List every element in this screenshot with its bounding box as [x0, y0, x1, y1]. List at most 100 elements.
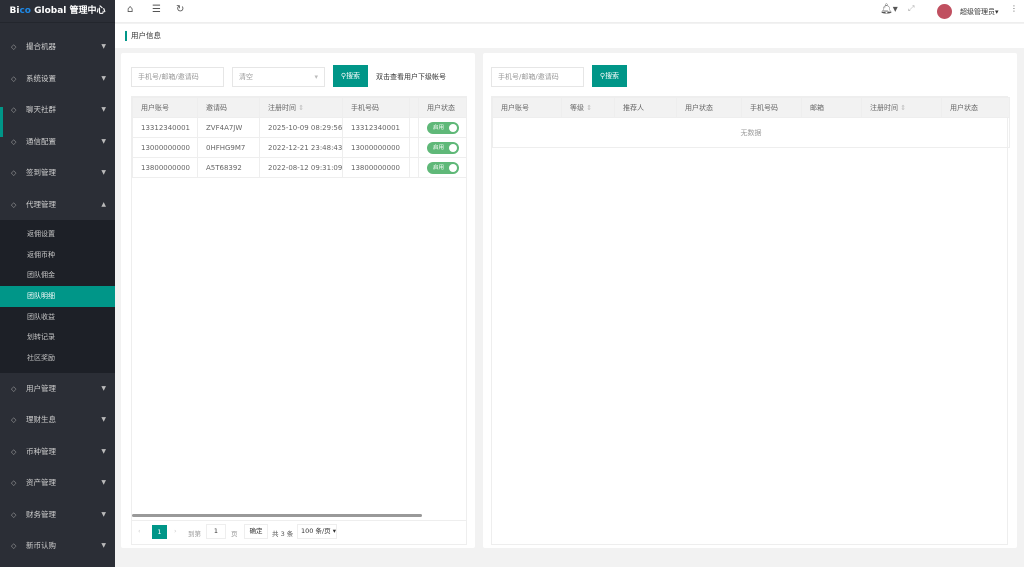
- chevron-up-icon: ▲: [101, 200, 106, 208]
- phone-icon: ◇: [11, 137, 17, 146]
- empty-message: 无数据: [492, 117, 1010, 148]
- sidebar-item-3[interactable]: ◇ 资产管理 ▼: [0, 467, 115, 499]
- sidebar-item-1[interactable]: ◇ 理财生息 ▼: [0, 404, 115, 436]
- chat-icon: ◇: [11, 106, 17, 114]
- column-header[interactable]: [409, 97, 419, 118]
- column-header-label: 用户账号: [141, 103, 169, 112]
- left-table: 用户账号 邀请码 注册时间 ⇕ 手机号码 用户状态 13312340001 ZVF4A7JW…: [131, 96, 467, 521]
- status-toggle[interactable]: 启用: [427, 161, 459, 174]
- page-1[interactable]: 1: [152, 525, 167, 539]
- column-header[interactable]: 用户状态: [418, 97, 466, 118]
- submenu-item[interactable]: 团队佣金: [27, 271, 55, 280]
- column-header[interactable]: 用户账号: [492, 97, 562, 118]
- sort-icon[interactable]: ⇕: [296, 103, 305, 112]
- column-header[interactable]: 用户状态: [676, 97, 742, 118]
- sidebar-item-4[interactable]: ◇ 财务管理 ▼: [0, 499, 115, 531]
- column-header-label: 用户账号: [501, 103, 529, 112]
- table-cell: 2025-10-09 08:29:56: [259, 117, 343, 138]
- asset-icon: ◇: [11, 479, 17, 488]
- column-header[interactable]: 推荐人: [614, 97, 677, 118]
- submenu-item[interactable]: 返佣设置: [27, 230, 55, 238]
- column-header-label: 用户状态: [685, 103, 713, 112]
- sidebar-item-label: 签到管理: [26, 168, 56, 177]
- checkin-icon: ◇: [11, 169, 17, 177]
- user-menu[interactable]: 超级管理员▾: [960, 8, 999, 16]
- prev-page-icon[interactable]: ‹: [138, 527, 141, 535]
- logo-accent: co: [19, 6, 31, 16]
- sidebar-item-label: 通信配置: [26, 136, 56, 146]
- refresh-icon[interactable]: ↻: [176, 4, 185, 15]
- sidebar-item-2[interactable]: ◇ 币种管理 ▼: [0, 436, 115, 468]
- table-row[interactable]: 13000000000 0HFHG9M7 2022-12-21 23:48:43 13…: [132, 137, 466, 158]
- status-toggle[interactable]: 启用: [427, 121, 459, 134]
- sort-icon[interactable]: ⇕: [584, 103, 593, 112]
- avatar[interactable]: [937, 4, 952, 19]
- left-search-button[interactable]: ⚲搜索: [333, 65, 368, 87]
- table-cell: 13312340001: [132, 117, 198, 138]
- goto-page-input[interactable]: 1: [206, 524, 226, 539]
- home-icon[interactable]: ⌂: [127, 4, 134, 15]
- sidebar-item-label: 币种管理: [26, 446, 56, 456]
- table-cell: 启用: [418, 117, 466, 138]
- table-cell: 2022-12-21 23:48:43: [259, 137, 343, 158]
- sidebar-item-2[interactable]: ◇ 聊天社群 ▼: [0, 94, 115, 126]
- user-name: 超级管理员: [960, 8, 995, 16]
- sidebar-item-5[interactable]: ◇ 新币认购 ▼: [0, 530, 115, 562]
- menu-collapse-icon[interactable]: ☰: [152, 4, 161, 15]
- horizontal-scrollbar[interactable]: [132, 514, 422, 517]
- column-header-label: 注册时间: [870, 103, 898, 112]
- sidebar-item-label: 理财生息: [26, 415, 56, 425]
- filter-select[interactable]: 清空 ▾: [232, 67, 325, 87]
- column-header[interactable]: 手机号码: [741, 97, 802, 118]
- column-header-label: 手机号码: [351, 103, 379, 112]
- logo[interactable]: Bico Global 管理中心: [0, 0, 115, 23]
- sidebar-item-0[interactable]: ◇ 撮合机器 ▼: [0, 31, 115, 63]
- sidebar-item-0[interactable]: ◇ 用户管理 ▼: [0, 373, 115, 405]
- sidebar-item-3[interactable]: ◇ 通信配置 ▼: [0, 126, 115, 158]
- column-header[interactable]: 注册时间 ⇕: [259, 97, 343, 118]
- right-table: 用户账号 等级 ⇕ 推荐人 用户状态 手机号码 邮箱 注册时间 ⇕ 用户状态 无数据: [491, 96, 1010, 545]
- breadcrumb-title: 用户信息: [131, 31, 161, 40]
- goto-confirm-button[interactable]: 确定: [244, 524, 268, 539]
- search-label: 搜索: [605, 72, 620, 80]
- users-icon: ◇: [11, 384, 17, 393]
- column-header[interactable]: 等级 ⇕: [561, 97, 615, 118]
- search-icon: ⚲: [599, 72, 606, 80]
- chevron-down-icon: ▼: [101, 510, 106, 518]
- column-header[interactable]: 用户账号: [132, 97, 198, 118]
- bell-icon[interactable]: 🔔︎▾: [880, 4, 898, 15]
- table-row[interactable]: 13800000000 A5T68392 2022-08-12 09:31:09 13…: [132, 157, 466, 178]
- sidebar-item-5[interactable]: ◇ 代理管理 ▲: [0, 189, 115, 221]
- status-toggle[interactable]: 启用: [427, 141, 459, 154]
- table-row[interactable]: 13312340001 ZVF4A7JW 2025-10-09 08:29:56 13…: [132, 117, 466, 138]
- sidebar-item-label: 撮合机器: [26, 42, 56, 51]
- fullscreen-icon[interactable]: ⤢: [908, 4, 915, 13]
- more-icon[interactable]: ⋮: [1010, 4, 1018, 13]
- chevron-down-icon: ▼: [101, 106, 106, 113]
- table-cell: 13312340001: [342, 117, 410, 138]
- table-cell: 13000000000: [132, 137, 198, 158]
- next-page-icon[interactable]: ›: [174, 527, 177, 535]
- sidebar-item-1[interactable]: ◇ 系统设置 ▼: [0, 63, 115, 95]
- submenu-item[interactable]: 社区奖励: [27, 354, 55, 363]
- table-cell: 13800000000: [342, 157, 410, 178]
- sort-icon[interactable]: ⇕: [898, 103, 907, 112]
- column-header[interactable]: 邀请码: [197, 97, 260, 118]
- column-header[interactable]: 用户状态: [941, 97, 1010, 118]
- right-search-button[interactable]: ⚲搜索: [592, 65, 627, 87]
- column-header[interactable]: 注册时间 ⇕: [861, 97, 942, 118]
- sidebar-item-4[interactable]: ◇ 签到管理 ▼: [0, 157, 115, 189]
- right-search-input[interactable]: 手机号/邮箱/邀请码: [491, 67, 584, 87]
- column-header-label: 邀请码: [206, 103, 227, 112]
- submenu-item[interactable]: 划转记录: [27, 333, 55, 342]
- total-count: 共 3 条: [272, 530, 294, 538]
- submenu-item[interactable]: 团队收益: [27, 312, 55, 321]
- column-header[interactable]: 手机号码: [342, 97, 410, 118]
- star-icon: ◇: [11, 416, 17, 425]
- table-cell: A5T68392: [197, 157, 260, 178]
- submenu-item[interactable]: 团队明细: [0, 286, 115, 307]
- submenu-item[interactable]: 返佣币种: [27, 250, 55, 259]
- column-header[interactable]: 邮箱: [801, 97, 862, 118]
- page-size-select[interactable]: 100 条/页 ▾: [297, 524, 337, 539]
- left-search-input[interactable]: 手机号/邮箱/邀请码: [131, 67, 224, 87]
